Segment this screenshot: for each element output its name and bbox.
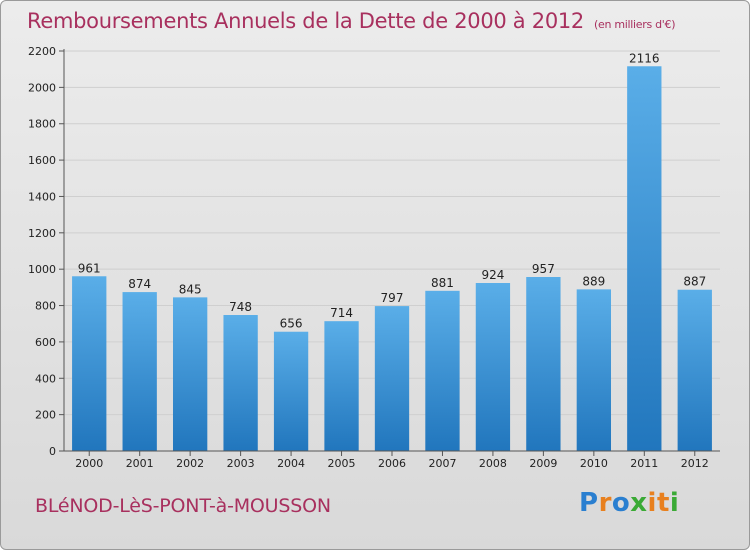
- value-label: 961: [78, 261, 101, 275]
- bar-2011: [627, 66, 662, 451]
- value-label: 845: [179, 282, 202, 296]
- value-label: 748: [229, 300, 252, 314]
- value-label: 924: [481, 268, 504, 282]
- y-tick-label: 600: [35, 336, 56, 349]
- bar-2004: [273, 331, 309, 451]
- logo-letter: x: [630, 488, 648, 518]
- bar-2008: [475, 283, 511, 451]
- bar-2001: [122, 292, 157, 451]
- x-tick-label: 2012: [681, 457, 709, 470]
- bars: 961 874 845 748 656 714 797 881 924 957 889 2116 887: [72, 51, 712, 451]
- bar-2006: [374, 306, 410, 451]
- logo-letter: i: [647, 488, 657, 518]
- bar-2012: [677, 289, 712, 451]
- y-tick-label: 800: [35, 300, 56, 313]
- value-label: 656: [280, 317, 303, 331]
- value-label: 957: [532, 262, 555, 276]
- axes: 0 200 400 600 800 1000 1200 1400 1600 1800 2000 220…: [28, 45, 720, 470]
- bar-2002: [172, 297, 208, 451]
- logo-letter: t: [656, 488, 670, 518]
- commune-name: BLéNOD-LèS-PONT-à-MOUSSON: [35, 495, 331, 517]
- x-tick-label: 2009: [529, 457, 557, 470]
- y-tick-label: 1600: [28, 154, 56, 167]
- x-tick-label: 2010: [580, 457, 608, 470]
- y-tick-label: 2200: [28, 45, 56, 58]
- bar-2009: [526, 277, 561, 451]
- title-text: Remboursements Annuels de la Dette de 20…: [27, 9, 584, 33]
- x-tick-label: 2008: [479, 457, 507, 470]
- bar-2003: [223, 315, 258, 451]
- bar-2007: [425, 290, 460, 451]
- proxiti-logo[interactable]: Proxiti: [579, 488, 679, 518]
- y-tick-label: 400: [35, 372, 56, 385]
- x-tick-label: 2003: [227, 457, 255, 470]
- y-tick-label: 1400: [28, 190, 56, 203]
- x-tick-label: 2000: [75, 457, 103, 470]
- x-tick-label: 2001: [126, 457, 154, 470]
- value-label: 887: [683, 275, 706, 289]
- logo-letter: P: [579, 488, 599, 518]
- x-tick-label: 2007: [428, 457, 456, 470]
- value-label: 2116: [629, 51, 660, 65]
- x-tick-label: 2004: [277, 457, 305, 470]
- bar-2005: [324, 321, 359, 451]
- y-tick-label: 1200: [28, 227, 56, 240]
- value-label: 874: [128, 277, 151, 291]
- y-tick-label: 2000: [28, 81, 56, 94]
- value-label: 797: [381, 291, 404, 305]
- value-label: 714: [330, 306, 353, 320]
- logo-letter: o: [611, 488, 631, 518]
- y-tick-label: 1000: [28, 263, 56, 276]
- x-tick-label: 2005: [328, 457, 356, 470]
- bar-2000: [72, 276, 107, 451]
- unit-label: (en milliers d'€): [594, 18, 676, 31]
- y-tick-label: 200: [35, 409, 56, 422]
- value-label: 889: [582, 274, 605, 288]
- x-tick-label: 2006: [378, 457, 406, 470]
- x-tick-label: 2002: [176, 457, 204, 470]
- y-tick-label: 1800: [28, 118, 56, 131]
- bar-2010: [576, 289, 612, 451]
- y-tick-label: 0: [49, 445, 56, 458]
- value-label: 881: [431, 276, 454, 290]
- chart-title: Remboursements Annuels de la Dette de 20…: [27, 9, 675, 33]
- x-tick-label: 2011: [630, 457, 658, 470]
- logo-letter: i: [669, 488, 680, 518]
- logo-letter: r: [598, 488, 612, 518]
